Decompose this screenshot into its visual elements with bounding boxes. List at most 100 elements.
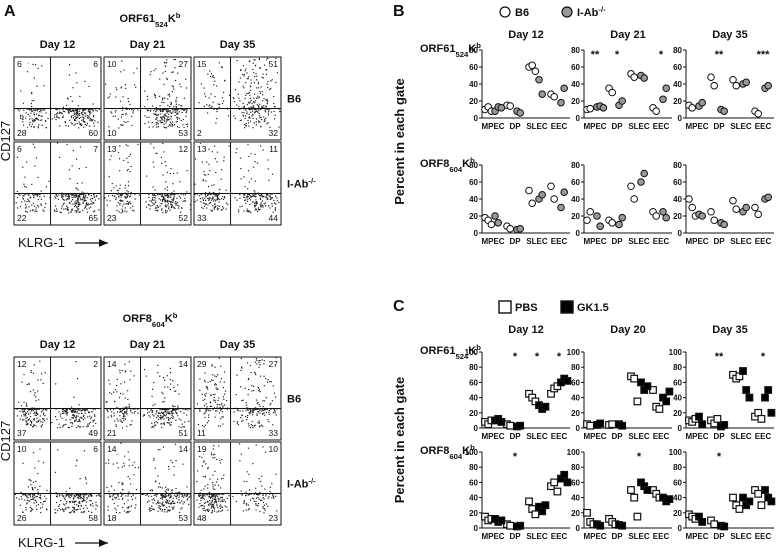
event-dot (252, 111, 253, 112)
event-dot (256, 364, 257, 365)
event-dot (122, 394, 123, 395)
event-dot (155, 68, 156, 69)
y-tick-label: 0 (678, 229, 683, 238)
event-dot (260, 109, 261, 110)
quadrant-value: 33 (269, 428, 279, 438)
data-point (721, 108, 728, 115)
event-dot (161, 409, 162, 410)
event-dot (35, 500, 36, 501)
event-dot (214, 209, 215, 210)
event-dot (164, 511, 165, 512)
event-dot (248, 474, 249, 475)
event-dot (202, 161, 203, 162)
event-dot (92, 503, 93, 504)
data-point (699, 421, 706, 428)
event-dot (34, 487, 35, 488)
event-dot (248, 76, 249, 77)
event-dot (157, 476, 158, 477)
event-dot (56, 211, 57, 212)
significance: ** (715, 351, 724, 363)
event-dot (156, 417, 157, 418)
event-dot (181, 507, 182, 508)
event-dot (78, 404, 79, 405)
event-dot (234, 101, 235, 102)
event-dot (214, 400, 215, 401)
event-dot (127, 170, 128, 171)
event-dot (214, 471, 215, 472)
event-dot (187, 170, 188, 171)
event-dot (238, 211, 239, 212)
data-point (721, 523, 728, 530)
event-dot (228, 115, 229, 116)
event-dot (61, 418, 62, 419)
event-dot (174, 507, 175, 508)
event-dot (205, 381, 206, 382)
event-dot (69, 196, 70, 197)
event-dot (206, 203, 207, 204)
event-dot (278, 127, 279, 128)
event-dot (223, 396, 224, 397)
event-dot (63, 204, 64, 205)
y-tick-label: 80 (571, 463, 580, 472)
event-dot (221, 169, 222, 170)
event-dot (107, 205, 108, 206)
event-dot (186, 87, 187, 88)
event-dot (90, 112, 91, 113)
event-dot (68, 209, 69, 210)
event-dot (262, 206, 263, 207)
event-dot (270, 403, 271, 404)
event-dot (113, 116, 114, 117)
event-dot (116, 385, 117, 386)
event-dot (76, 409, 77, 410)
event-dot (75, 116, 76, 117)
event-dot (92, 411, 93, 412)
event-dot (170, 202, 171, 203)
event-dot (224, 371, 225, 372)
text-part: 604 (152, 320, 166, 329)
x-tick-label: SLEC (730, 432, 752, 441)
event-dot (58, 117, 59, 118)
event-dot (28, 486, 29, 487)
event-dot (250, 98, 251, 99)
event-dot (171, 72, 172, 73)
event-dot (264, 489, 265, 490)
event-dot (274, 111, 275, 112)
event-dot (255, 199, 256, 200)
event-dot (91, 417, 92, 418)
event-dot (130, 424, 131, 425)
data-point (551, 479, 558, 486)
event-dot (267, 99, 268, 100)
event-dot (73, 117, 74, 118)
event-dot (222, 206, 223, 207)
event-dot (267, 103, 268, 104)
event-dot (144, 91, 145, 92)
event-dot (157, 422, 158, 423)
event-dot (268, 195, 269, 196)
event-dot (76, 114, 77, 115)
y-tick-label: 20 (673, 212, 682, 221)
event-dot (31, 93, 32, 94)
event-dot (87, 416, 88, 417)
event-dot (25, 211, 26, 212)
event-dot (241, 368, 242, 369)
event-dot (118, 421, 119, 422)
event-dot (250, 153, 251, 154)
event-dot (63, 107, 64, 108)
event-dot (94, 419, 95, 420)
event-dot (264, 65, 265, 66)
event-dot (213, 504, 214, 505)
event-dot (89, 500, 90, 501)
event-dot (160, 418, 161, 419)
event-dot (252, 196, 253, 197)
event-dot (226, 190, 227, 191)
event-dot (76, 494, 77, 495)
event-dot (26, 112, 27, 113)
event-dot (144, 115, 145, 116)
event-dot (55, 416, 56, 417)
event-dot (163, 416, 164, 417)
event-dot (46, 509, 47, 510)
event-dot (154, 509, 155, 510)
event-dot (22, 197, 23, 198)
event-dot (213, 488, 214, 489)
event-dot (251, 115, 252, 116)
